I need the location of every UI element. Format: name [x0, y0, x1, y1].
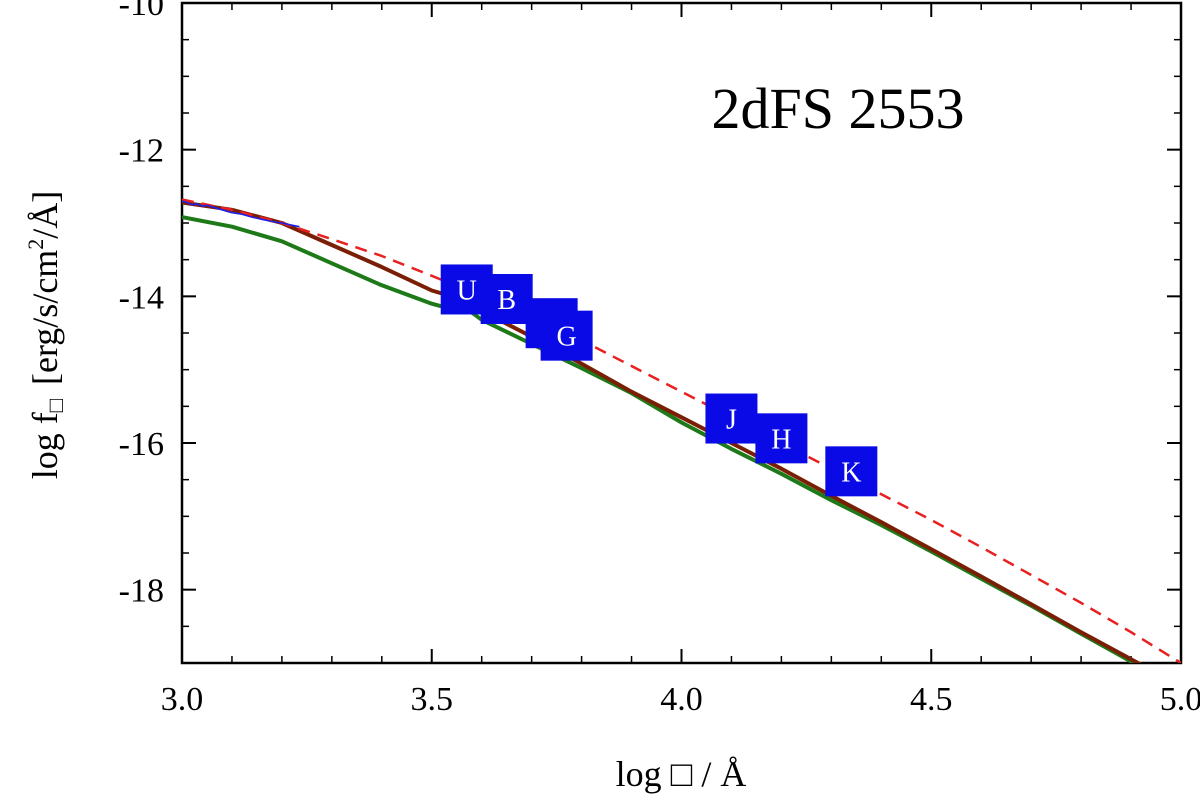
y-axis-title-subscript: □	[43, 399, 68, 412]
photometry-box	[540, 310, 593, 361]
model-component-line	[182, 215, 1141, 663]
y-axis-title-prefix: log f	[25, 412, 65, 479]
photometry-label: G	[556, 322, 576, 353]
photometry-box	[755, 413, 808, 464]
model-combined-line	[182, 200, 1143, 663]
photometry-box	[480, 274, 533, 324]
x-tick-label: 4.5	[910, 681, 953, 718]
model-dashed-line	[182, 198, 1181, 663]
y-axis-title-suffix: /Å]	[25, 191, 65, 239]
y-axis-title-bracket: [erg/s/cm	[25, 250, 65, 385]
x-axis-title: log □ / Å	[616, 754, 747, 794]
chart-title: 2dFS 2553	[711, 76, 964, 141]
observed-spectrum-line	[182, 200, 300, 228]
photometry-label: U	[457, 275, 477, 306]
photometry-label: K	[841, 457, 861, 488]
y-axis-title-superscript: 2	[23, 239, 48, 250]
x-tick-label: 4.0	[660, 681, 703, 718]
x-tick-label: 3.5	[411, 681, 454, 718]
y-axis-title: log f□ [erg/s/cm2/Å]	[23, 191, 68, 480]
y-tick-label: -18	[119, 573, 164, 610]
y-tick-label: -16	[119, 426, 164, 463]
photometry-label: B	[497, 285, 516, 316]
x-tick-label: 5.0	[1160, 681, 1200, 718]
y-tick-label: -14	[119, 279, 164, 316]
photometry-box	[825, 446, 878, 497]
axis-ticks: 3.0 3.5 4.0 4.5 5.0 -10 -12 -14 -16 -18	[119, 0, 1200, 718]
y-tick-label: -10	[119, 0, 164, 23]
y-tick-label: -12	[119, 133, 164, 170]
plot-frame	[180, 1, 1183, 665]
x-tick-label: 3.0	[161, 681, 204, 718]
photometry-box	[705, 393, 758, 444]
photometry-label: H	[771, 424, 791, 455]
photometry-label: J	[726, 405, 737, 436]
series-layer	[182, 198, 1181, 663]
photometry-layer: UBVGJHK	[440, 264, 878, 497]
